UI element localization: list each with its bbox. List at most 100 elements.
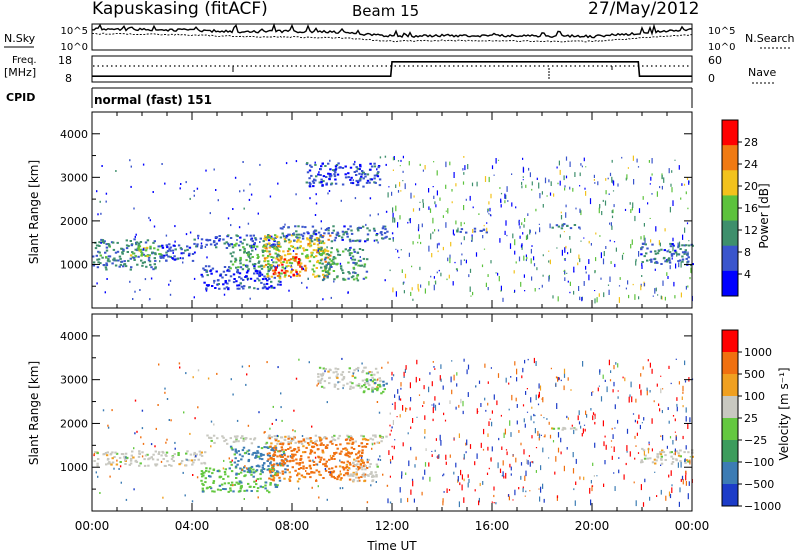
velocity-cell [378,434,382,437]
velocity-cell [191,463,194,466]
power-scatter-early [189,231,192,234]
velocity-cell [253,480,256,483]
power-cell [141,264,144,267]
power-cell [460,228,464,231]
power-colorbar-label: 4 [744,268,751,281]
power-cell [122,248,125,251]
velocity-cell [185,458,188,461]
power-scatter [400,190,402,192]
velocity-scatter [424,436,426,439]
power-cell [363,263,367,266]
power-cell [281,263,284,266]
power-cell [335,167,338,170]
velocity-scatter [478,500,480,506]
velocity-cell [319,382,322,384]
velocity-cell [270,436,274,439]
power-cell [156,248,160,251]
velocity-scatter-early [134,432,136,435]
velocity-scatter [490,367,492,369]
velocity-cell [223,482,227,485]
power-scatter [411,287,413,291]
velocity-scatter [524,359,526,364]
power-cell [280,272,283,275]
power-cell [277,264,281,267]
power-cell [321,262,324,265]
velocity-cell [283,477,286,480]
power-scatter [417,283,419,290]
velocity-cell [315,439,318,442]
power-scatter [461,253,463,256]
power-scatter-early [169,279,172,282]
power-cell [101,241,104,243]
velocity-scatter [649,362,651,368]
power-data [92,155,694,304]
power-cell [353,258,357,261]
power-scatter [509,243,512,249]
power-scatter [392,217,394,223]
power-cell [260,264,263,267]
power-cell [330,240,334,243]
velocity-scatter [594,421,596,425]
velocity-scatter [443,491,445,493]
velocity-scatter [626,451,628,453]
power-scatter-early [293,232,295,235]
power-scatter [518,256,521,262]
power-cell [135,243,138,246]
power-cell [375,239,378,242]
velocity-cell [363,384,366,386]
power-cell [239,249,242,252]
velocity-cell [329,440,332,443]
power-scatter [671,187,673,193]
velocity-cell [277,440,280,443]
power-scatter [680,261,682,268]
power-scatter [594,298,596,304]
power-cell [102,241,106,244]
velocity-cell [271,447,274,450]
power-cell [336,232,340,235]
velocity-scatter [647,359,649,362]
power-scatter [531,276,533,281]
power-cell [366,238,369,241]
power-scatter [408,218,410,221]
power-scatter-early [295,193,297,196]
power-scatter [463,205,465,211]
velocity-scatter [530,397,532,403]
power-cell [354,272,357,274]
power-cell [342,250,345,253]
power-cell [361,225,365,228]
power-cell [343,225,346,228]
velocity-cell [342,447,345,450]
power-scatter-early [236,239,238,241]
power-cell [275,257,278,260]
power-cell [174,258,178,261]
velocity-cell [115,452,119,455]
velocity-cell [371,386,374,389]
power-scatter [403,290,405,294]
velocity-cell [341,371,345,374]
power-scatter [647,202,649,205]
velocity-cell [365,467,369,469]
power-cell [157,245,160,248]
power-cell [282,250,285,253]
velocity-cell [287,437,290,440]
power-scatter-early [96,282,98,285]
velocity-scatter-early [107,426,110,429]
velocity-scatter [540,414,542,416]
power-cell [222,270,226,273]
power-scatter [671,257,673,260]
velocity-scatter [538,488,540,490]
velocity-cell [302,451,305,454]
power-cell [306,238,309,241]
velocity-scatter-early [263,431,265,434]
velocity-cell [346,460,349,463]
power-cell [666,250,669,253]
power-scatter [436,170,438,176]
power-cell [268,253,272,256]
power-cell [309,237,312,239]
power-cell [361,249,365,251]
freq-left-label: Freq. [12,55,37,66]
power-cell [108,260,111,263]
velocity-cell [224,488,227,491]
velocity-cell [261,471,264,474]
power-cell [177,244,181,247]
